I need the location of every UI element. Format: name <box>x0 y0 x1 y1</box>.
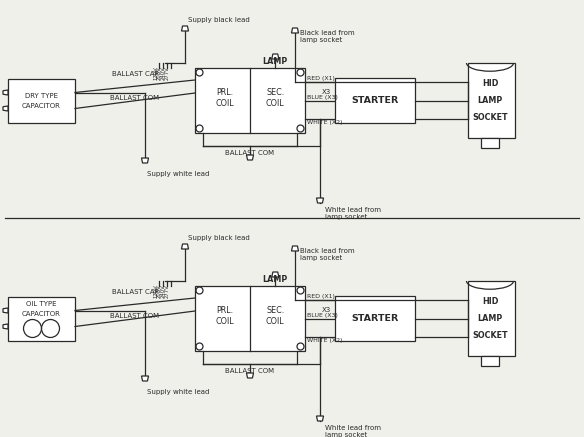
Text: BALLAST COM: BALLAST COM <box>225 150 274 156</box>
Polygon shape <box>3 90 8 95</box>
Text: HID: HID <box>482 298 498 306</box>
Text: RED (X1): RED (X1) <box>307 294 335 299</box>
Text: BLUE (X3): BLUE (X3) <box>307 312 338 318</box>
Text: 277V: 277V <box>165 284 170 298</box>
Polygon shape <box>317 416 324 421</box>
Bar <box>8 79 75 122</box>
Text: 208V: 208V <box>157 284 162 298</box>
Bar <box>335 296 415 341</box>
Text: COIL: COIL <box>215 317 234 326</box>
Text: WHITE (X2): WHITE (X2) <box>307 338 342 343</box>
Text: BALLAST CAP: BALLAST CAP <box>112 71 158 77</box>
Text: 277V: 277V <box>165 66 170 80</box>
Bar <box>481 138 499 148</box>
Text: 240V: 240V <box>161 66 166 80</box>
Text: BALLAST COM: BALLAST COM <box>110 95 159 101</box>
Text: BLUE (X3): BLUE (X3) <box>307 94 338 100</box>
Text: COIL: COIL <box>266 317 284 326</box>
Text: SEC.: SEC. <box>266 306 284 315</box>
Text: WHITE (X2): WHITE (X2) <box>307 120 342 125</box>
Text: PRL.: PRL. <box>216 88 233 97</box>
Polygon shape <box>317 198 324 203</box>
Text: OIL TYPE: OIL TYPE <box>26 302 57 308</box>
Text: CAPACITOR: CAPACITOR <box>22 311 61 316</box>
Text: 120V: 120V <box>153 284 158 298</box>
Text: DRY TYPE: DRY TYPE <box>25 93 58 98</box>
Text: Black lead from
lamp socket: Black lead from lamp socket <box>300 248 354 261</box>
Text: LAMP: LAMP <box>477 314 503 323</box>
Polygon shape <box>182 244 189 249</box>
Polygon shape <box>246 373 253 378</box>
Bar <box>195 68 305 133</box>
Text: COIL: COIL <box>215 99 234 108</box>
Text: STARTER: STARTER <box>352 96 399 105</box>
Text: SEC.: SEC. <box>266 88 284 97</box>
Text: 208V: 208V <box>157 66 162 80</box>
Polygon shape <box>141 158 148 163</box>
Text: LAMP: LAMP <box>263 56 288 66</box>
Polygon shape <box>3 324 8 329</box>
Text: PRL.: PRL. <box>216 306 233 315</box>
Text: LAMP: LAMP <box>263 274 288 284</box>
Polygon shape <box>272 272 279 277</box>
Text: COIL: COIL <box>266 99 284 108</box>
Polygon shape <box>291 28 298 33</box>
Polygon shape <box>246 155 253 160</box>
Bar <box>8 296 75 340</box>
Text: X3: X3 <box>321 89 331 94</box>
Text: White lead from
lamp socket: White lead from lamp socket <box>325 207 381 220</box>
Text: HID: HID <box>482 80 498 89</box>
Polygon shape <box>182 26 189 31</box>
Bar <box>468 63 515 138</box>
Text: BALLAST CAP: BALLAST CAP <box>112 289 158 295</box>
Bar <box>195 286 305 351</box>
Text: STARTER: STARTER <box>352 314 399 323</box>
Text: Supply black lead: Supply black lead <box>188 17 250 23</box>
Text: Black lead from
lamp socket: Black lead from lamp socket <box>300 30 354 43</box>
Text: LAMP: LAMP <box>477 96 503 105</box>
Polygon shape <box>3 308 8 313</box>
Bar <box>468 281 515 356</box>
Text: CAPACITOR: CAPACITOR <box>22 103 61 108</box>
Text: SOCKET: SOCKET <box>472 112 508 121</box>
Polygon shape <box>291 246 298 251</box>
Text: BALLAST COM: BALLAST COM <box>225 368 274 374</box>
Text: Supply black lead: Supply black lead <box>188 235 250 241</box>
Text: X3: X3 <box>321 306 331 312</box>
Polygon shape <box>272 54 279 59</box>
Text: RED (X1): RED (X1) <box>307 76 335 81</box>
Text: Supply white lead: Supply white lead <box>147 171 210 177</box>
Text: 240V: 240V <box>161 284 166 298</box>
Bar <box>481 356 499 366</box>
Text: Supply white lead: Supply white lead <box>147 389 210 395</box>
Polygon shape <box>3 106 8 111</box>
Text: White lead from
lamp socket: White lead from lamp socket <box>325 425 381 437</box>
Polygon shape <box>141 376 148 381</box>
Text: 120V: 120V <box>153 66 158 80</box>
Text: BALLAST COM: BALLAST COM <box>110 313 159 319</box>
Text: SOCKET: SOCKET <box>472 330 508 340</box>
Bar <box>335 78 415 123</box>
